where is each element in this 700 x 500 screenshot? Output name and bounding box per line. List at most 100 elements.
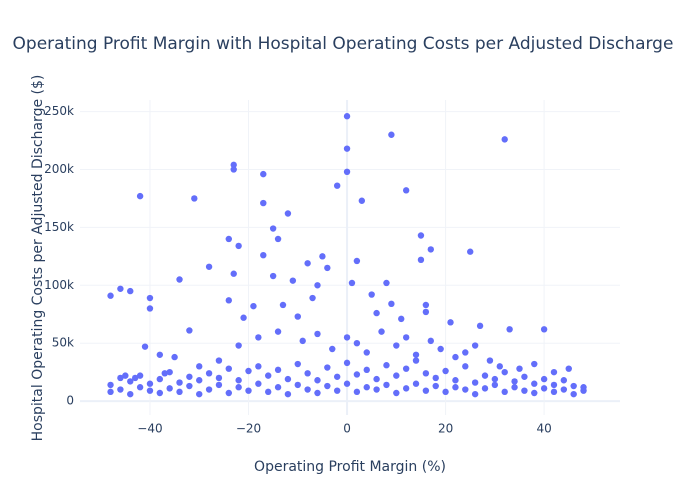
data-point (269, 225, 277, 232)
data-point (383, 381, 390, 389)
data-point (265, 372, 272, 379)
data-point (501, 136, 508, 143)
data-point (235, 342, 242, 349)
data-point (176, 379, 183, 386)
data-point (560, 386, 568, 393)
data-point (570, 390, 577, 398)
data-point (462, 386, 469, 393)
data-point (501, 368, 508, 376)
data-point (437, 345, 444, 353)
data-point (294, 360, 301, 368)
data-point (146, 305, 154, 312)
data-point (540, 326, 548, 333)
data-point (550, 368, 558, 376)
data-point (240, 314, 247, 321)
data-point (550, 388, 558, 396)
data-point (255, 363, 262, 370)
data-point (235, 377, 242, 384)
data-point (412, 357, 420, 364)
data-point (388, 300, 395, 308)
y-tick-label: 100k (44, 278, 74, 292)
data-point (442, 388, 449, 396)
data-point (324, 364, 331, 371)
data-point (422, 301, 430, 309)
data-point (501, 388, 508, 396)
x-tick-label: 40 (536, 422, 551, 436)
data-point (215, 357, 223, 364)
data-point (412, 380, 420, 387)
data-point (107, 381, 114, 389)
data-point (304, 386, 311, 393)
data-point (402, 365, 410, 372)
data-point (166, 385, 173, 392)
data-point (412, 351, 420, 358)
data-point (422, 308, 430, 316)
data-point (333, 387, 341, 394)
data-point (166, 368, 173, 376)
data-point (491, 381, 499, 389)
data-point (156, 389, 164, 397)
data-point (348, 279, 356, 287)
data-point (531, 360, 538, 368)
data-point (398, 315, 405, 323)
data-point (343, 168, 351, 176)
data-point (383, 362, 390, 369)
data-point (565, 365, 572, 372)
data-point (260, 251, 267, 259)
x-axis-title: Operating Profit Margin (%) (254, 459, 446, 475)
data-point (324, 382, 331, 390)
data-point (260, 199, 267, 207)
data-point (353, 339, 361, 347)
data-point (215, 381, 223, 389)
data-point (186, 327, 193, 334)
data-point (353, 371, 361, 378)
chart-title: Operating Profit Margin with Hospital Op… (13, 34, 674, 54)
data-point (422, 370, 430, 377)
y-tick-label: 150k (44, 220, 74, 234)
data-point (196, 377, 203, 384)
data-point (511, 378, 518, 385)
data-point (274, 328, 282, 335)
data-point (363, 384, 370, 391)
data-point (117, 386, 124, 393)
data-point (141, 343, 149, 350)
data-point (304, 260, 311, 267)
data-point (580, 384, 587, 391)
data-point (122, 372, 129, 379)
data-point (402, 385, 410, 392)
data-point (343, 145, 351, 152)
data-point (289, 277, 297, 284)
data-point (250, 302, 257, 310)
data-point (467, 248, 474, 255)
data-point (540, 375, 548, 383)
data-point (481, 372, 489, 379)
data-point (417, 232, 425, 239)
data-point (531, 380, 538, 387)
data-point (294, 381, 301, 389)
data-point (521, 387, 528, 394)
data-point (245, 367, 252, 375)
data-point (230, 161, 237, 169)
data-point (156, 375, 164, 383)
data-point (279, 301, 287, 309)
data-point (516, 365, 523, 372)
data-point (171, 353, 178, 361)
data-point (127, 378, 134, 385)
data-point (225, 297, 232, 304)
data-point (117, 285, 124, 292)
data-point (481, 385, 489, 392)
data-point (442, 367, 449, 375)
data-point (368, 291, 375, 298)
data-point (402, 187, 410, 194)
data-point (333, 182, 341, 189)
data-point (427, 337, 435, 345)
data-point (570, 382, 577, 390)
data-point (393, 372, 400, 379)
data-point (235, 242, 242, 250)
data-point (422, 387, 430, 394)
data-point (373, 309, 380, 317)
data-point (235, 384, 242, 391)
data-point (136, 372, 144, 379)
data-point (309, 294, 316, 302)
data-point (225, 389, 232, 397)
